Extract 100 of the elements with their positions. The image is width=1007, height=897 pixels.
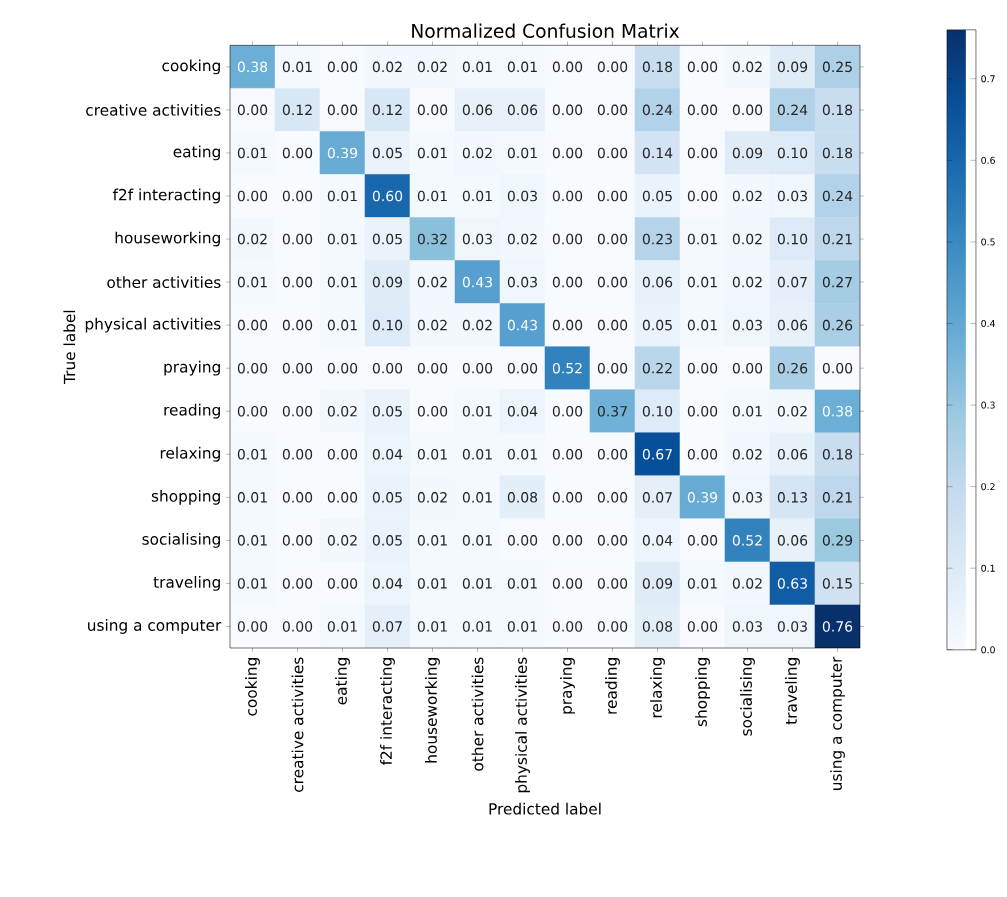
data-label: 0.01 [507, 61, 537, 73]
x-tick-label: traveling [785, 658, 800, 725]
data-label: 0.02 [237, 233, 267, 245]
data-label: 0.03 [777, 621, 807, 632]
data-label: 0.02 [732, 578, 762, 589]
data-label: 0.07 [372, 621, 402, 632]
data-label: 0.04 [507, 405, 538, 417]
data-label: 0.60 [372, 190, 403, 202]
data-label: 0.01 [462, 448, 492, 460]
data-label: 0.00 [282, 621, 313, 632]
data-label: 0.67 [642, 448, 672, 460]
data-label: 0.01 [417, 190, 447, 202]
data-label: 0.39 [327, 147, 358, 159]
data-label: 0.00 [597, 535, 628, 546]
data-label: 0.06 [777, 535, 808, 546]
data-label: 0.01 [237, 448, 267, 460]
data-label: 0.05 [372, 405, 402, 417]
data-label: 0.03 [462, 233, 492, 245]
data-label: 0.21 [822, 233, 852, 245]
data-label: 0.76 [822, 621, 853, 632]
data-label: 0.00 [327, 578, 358, 589]
data-label: 0.00 [552, 61, 583, 73]
data-label: 0.07 [642, 492, 672, 503]
data-label: 0.01 [237, 535, 267, 546]
x-tick-label: physical activities [515, 657, 530, 793]
x-tick-label: other activities [471, 657, 484, 771]
color-bar-label: 0.7 [981, 75, 995, 83]
data-label: 0.24 [822, 190, 853, 202]
data-label: 0.27 [822, 276, 852, 288]
data-label: 0.05 [372, 147, 402, 159]
data-label: 0.01 [282, 61, 312, 73]
data-label: 0.01 [417, 621, 447, 632]
y-tick-label: socialising [142, 532, 220, 548]
data-label: 0.12 [372, 104, 402, 116]
data-label: 0.01 [462, 578, 492, 589]
y-tick-label: cooking [162, 59, 220, 75]
color-bar-label: 0.5 [981, 238, 995, 246]
color-bar-label: 0.1 [981, 564, 995, 572]
data-label: 0.08 [642, 621, 673, 632]
data-label: 0.00 [327, 104, 358, 116]
data-label: 0.00 [597, 190, 628, 202]
data-label: 0.05 [642, 190, 672, 202]
data-label: 0.06 [777, 448, 808, 460]
data-label: 0.01 [327, 276, 357, 288]
data-label: 0.00 [552, 190, 583, 202]
data-label: 0.08 [507, 492, 538, 503]
data-label: 0.24 [777, 104, 808, 116]
data-label: 0.01 [417, 448, 447, 460]
data-label: 0.05 [642, 319, 672, 331]
data-label: 0.10 [642, 405, 673, 417]
data-label: 0.06 [462, 104, 493, 116]
data-label: 0.04 [642, 535, 673, 546]
x-tick-label: praying [560, 658, 575, 714]
data-label: 0.00 [327, 492, 358, 503]
data-label: 0.00 [687, 362, 718, 374]
data-label: 0.09 [642, 578, 673, 589]
x-tick-label: houseworking [425, 658, 440, 763]
x-tick-label: socialising [740, 658, 755, 736]
data-label: 0.00 [282, 535, 313, 546]
data-label: 0.01 [417, 535, 447, 546]
x-tick-label: f2f interacting [380, 658, 395, 766]
data-label: 0.10 [372, 319, 403, 331]
y-tick-label: eating [173, 145, 220, 161]
y-tick-label: shopping [151, 489, 220, 505]
data-label: 0.01 [732, 405, 762, 417]
y-tick-label: relaxing [160, 446, 220, 462]
data-label: 0.00 [327, 61, 358, 73]
data-label: 0.01 [237, 147, 267, 159]
chart-title: Normalized Confusion Matrix [412, 23, 680, 38]
data-label: 0.07 [777, 276, 807, 288]
x-tick-label: eating [335, 658, 350, 705]
data-label: 0.13 [777, 492, 807, 503]
data-label: 0.25 [822, 61, 852, 73]
data-label: 0.01 [462, 621, 492, 632]
x-tick-label: relaxing [650, 658, 665, 718]
data-label: 0.18 [822, 104, 853, 116]
data-label: 0.00 [237, 405, 268, 417]
data-label: 0.00 [597, 621, 628, 632]
data-label: 0.03 [777, 190, 807, 202]
data-label: 0.09 [372, 276, 403, 288]
data-label: 0.00 [507, 362, 538, 374]
data-label: 0.02 [372, 61, 402, 73]
data-label: 0.01 [327, 319, 357, 331]
data-label: 0.00 [597, 233, 628, 245]
data-label: 0.03 [732, 492, 762, 503]
data-label: 0.02 [327, 535, 357, 546]
data-label: 0.02 [417, 492, 447, 503]
data-label: 0.00 [552, 448, 583, 460]
y-tick-label: reading [164, 403, 220, 419]
data-label: 0.43 [507, 319, 537, 331]
x-tick-label: using a computer [830, 656, 845, 790]
data-label: 0.10 [777, 233, 808, 245]
data-label: 0.02 [417, 276, 447, 288]
data-label: 0.00 [552, 276, 583, 288]
data-label: 0.00 [237, 190, 268, 202]
data-label: 0.00 [552, 535, 583, 546]
color-bar-label: 0.6 [981, 156, 995, 164]
data-label: 0.00 [372, 362, 403, 374]
data-label: 0.02 [732, 190, 762, 202]
data-label: 0.05 [372, 535, 402, 546]
